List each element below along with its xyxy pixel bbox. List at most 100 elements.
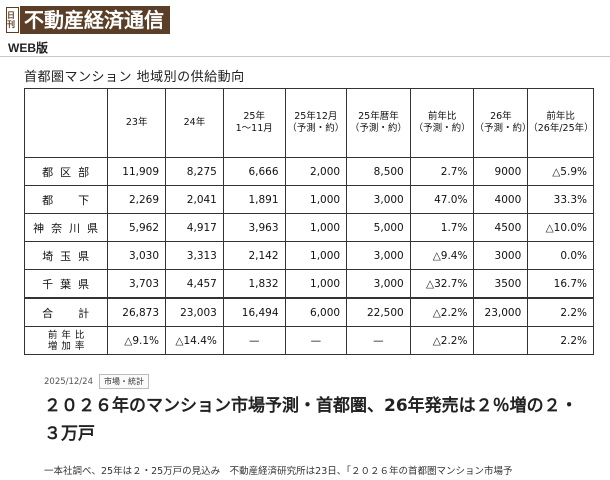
column-header-line1: 26年 <box>490 111 512 122</box>
table-cell: 3,313 <box>165 241 224 270</box>
table-cell: 1,000 <box>284 269 348 299</box>
column-header <box>23 88 109 158</box>
table-row: 前年比 増加率 △9.1% △14.4% — — — △2.2% 2.2% <box>23 326 594 355</box>
table-cell: △14.4% <box>165 326 224 355</box>
table-cell: 3,000 <box>346 269 411 299</box>
table-cell: 0.0% <box>527 241 594 270</box>
column-header: 25年暦年 （予測・約） <box>346 88 411 158</box>
table-cell: 1,832 <box>222 269 286 299</box>
table-cell: 2.2% <box>527 326 594 355</box>
table-cell: 3,000 <box>346 241 411 270</box>
brand-name: 不動産経済通信 <box>20 6 170 34</box>
column-header: 26年 （予測・約） <box>473 88 532 158</box>
category-tag[interactable]: 市場・統計 <box>99 374 149 389</box>
table-cell: 5,000 <box>346 213 411 242</box>
table-cell: 23,000 <box>473 297 529 327</box>
column-header: 24年 <box>165 88 224 158</box>
table-row: 都区部 11,909 8,275 6,666 2,000 8,500 2.7% 9000 △5.… <box>23 157 594 186</box>
table-cell: 16.7% <box>527 269 594 299</box>
table-cell: 5,962 <box>107 213 167 242</box>
region-label: 埼玉県 <box>23 241 109 270</box>
ratio-label-line1: 前年比 <box>47 329 89 341</box>
table-cell: △2.2% <box>409 326 475 355</box>
table-cell: 3500 <box>473 269 529 299</box>
region-label: 前年比 増加率 <box>23 326 109 355</box>
column-header-line2: （予測・約） <box>474 123 532 134</box>
table-cell: 3000 <box>473 241 529 270</box>
table-cell: 2.7% <box>409 157 475 186</box>
table-cell: △9.1% <box>107 326 167 355</box>
table-cell: 2.2% <box>527 297 594 327</box>
column-header-line1: 前年比 <box>546 111 575 122</box>
table-cell: 33.3% <box>527 185 594 214</box>
column-header-line1: 24年 <box>183 117 206 128</box>
table-cell: △9.4% <box>409 241 475 270</box>
table-cell: 26,873 <box>107 297 167 327</box>
table-cell: 3,000 <box>346 185 411 214</box>
table-row: 合 計 26,873 23,003 16,494 6,000 22,500 △2.2% 23,… <box>23 297 594 327</box>
table-header-row: 23年 24年 25年 1～11月 25年12月 （予測・約） 25年暦年 （予測・約） 前年比… <box>23 88 594 158</box>
table-cell: 3,030 <box>107 241 167 270</box>
table-cell: 16,494 <box>222 297 286 327</box>
table-cell: — <box>284 326 348 355</box>
table-cell: 2,041 <box>165 185 224 214</box>
supply-table-figure: 首都圏マンション 地域別の供給動向 23年 24年 25年 1～11月 25年12月 （予… <box>10 60 594 356</box>
table-cell: 23,003 <box>165 297 224 327</box>
table-cell: △32.7% <box>409 269 475 299</box>
edition-label: WEB版 <box>8 41 48 55</box>
supply-table: 23年 24年 25年 1～11月 25年12月 （予測・約） 25年暦年 （予測・約） 前年比… <box>23 88 594 355</box>
column-header-line1: 前年比 <box>427 111 457 122</box>
region-label: 千葉県 <box>23 269 109 299</box>
table-row: 埼玉県 3,030 3,313 2,142 1,000 3,000 △9.4% 3000 0.0… <box>23 241 594 270</box>
table-cell: 9000 <box>473 157 529 186</box>
table-cell: 2,000 <box>284 157 348 186</box>
column-header-line2: （予測・約） <box>413 123 471 134</box>
figure-title: 首都圏マンション 地域別の供給動向 <box>24 70 245 85</box>
table-cell: — <box>222 326 286 355</box>
column-header-line2: （26年/25年） <box>528 123 594 134</box>
region-label: 神奈川県 <box>23 213 109 242</box>
table-cell: 1,000 <box>284 241 348 270</box>
column-header-line1: 23年 <box>125 117 148 128</box>
table-cell: — <box>346 326 411 355</box>
column-header-line1: 25年 <box>243 111 265 122</box>
table-row: 都 下 2,269 2,041 1,891 1,000 3,000 47.0% 4000 33.… <box>23 185 594 214</box>
brand-kicker: 日刊 <box>6 7 19 33</box>
column-header: 25年12月 （予測・約） <box>284 88 348 158</box>
table-cell: 4000 <box>473 185 529 214</box>
table-cell: 1,000 <box>284 213 348 242</box>
table-cell: 6,000 <box>284 297 348 327</box>
table-cell: 2,269 <box>107 185 167 214</box>
table-cell: △5.9% <box>527 157 594 186</box>
table-cell: △2.2% <box>409 297 475 327</box>
table-cell: 4,917 <box>165 213 224 242</box>
column-header: 前年比 （予測・約） <box>409 88 475 158</box>
article-headline[interactable]: ２０２６年のマンション市場予測・首都圏、26年発売は２％増の２・３万戸 <box>44 396 578 444</box>
ratio-label-line2: 増加率 <box>47 340 89 352</box>
column-header-line2: （予測・約） <box>349 123 407 134</box>
table-cell: 3,963 <box>222 213 286 242</box>
table-row: 神奈川県 5,962 4,917 3,963 1,000 5,000 1.7% 4500 △10… <box>23 213 594 242</box>
table-cell: 1,891 <box>222 185 286 214</box>
brand-logo[interactable]: 日刊 不動産経済通信 <box>6 6 170 34</box>
region-label: 都 下 <box>23 185 109 214</box>
region-label: 合 計 <box>23 297 109 327</box>
article-meta: 2025/12/24 市場・統計 <box>44 374 149 389</box>
table-cell: 8,500 <box>346 157 411 186</box>
table-cell <box>473 326 529 355</box>
table-cell: 3,703 <box>107 269 167 299</box>
table-cell: 6,666 <box>222 157 286 186</box>
table-cell: 1,000 <box>284 185 348 214</box>
article-date: 2025/12/24 <box>44 376 93 387</box>
article-lead: 一本社調べ、25年は２・25万戸の見込み 不動産経済研究所は23日、「２０２６年… <box>44 466 513 477</box>
header-divider <box>0 56 610 57</box>
table-cell: 4500 <box>473 213 529 242</box>
table-cell: 11,909 <box>107 157 167 186</box>
column-header-line1: 25年暦年 <box>358 111 399 122</box>
column-header-line1: 25年12月 <box>294 111 338 122</box>
table-cell: 2,142 <box>222 241 286 270</box>
table-cell: 8,275 <box>165 157 224 186</box>
region-label: 都区部 <box>23 157 109 186</box>
column-header-line2: 1～11月 <box>235 123 273 134</box>
table-row: 千葉県 3,703 4,457 1,832 1,000 3,000 △32.7% 3500 16… <box>23 269 594 299</box>
